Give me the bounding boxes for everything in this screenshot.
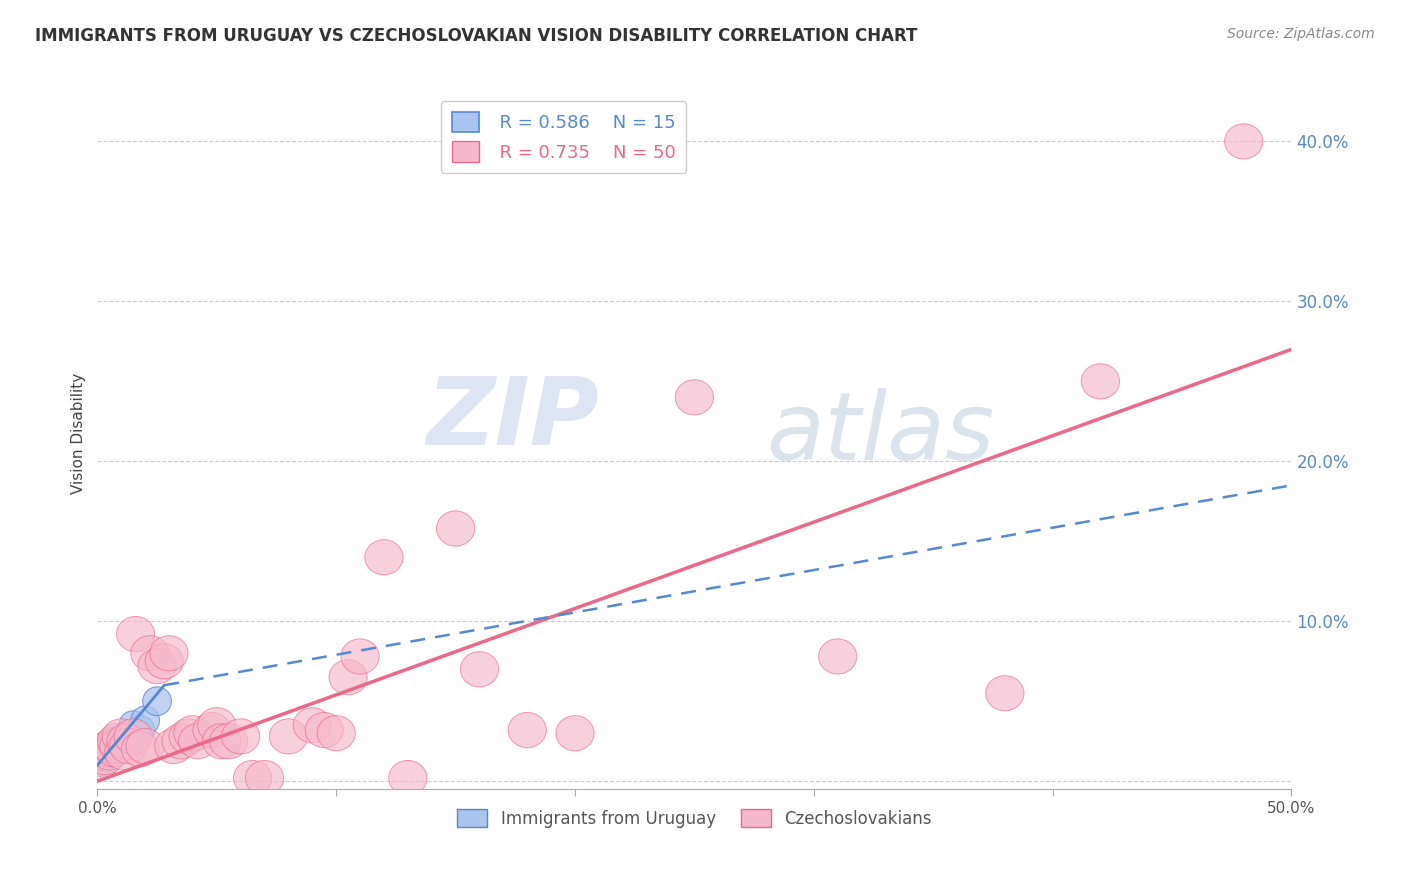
Ellipse shape (179, 723, 217, 759)
Ellipse shape (364, 540, 404, 574)
Ellipse shape (305, 713, 343, 747)
Ellipse shape (222, 719, 260, 754)
Ellipse shape (555, 715, 595, 751)
Ellipse shape (508, 713, 547, 747)
Ellipse shape (96, 731, 124, 760)
Ellipse shape (93, 729, 131, 764)
Ellipse shape (155, 729, 193, 764)
Ellipse shape (131, 706, 159, 735)
Text: atlas: atlas (766, 388, 994, 479)
Ellipse shape (460, 652, 499, 687)
Text: ZIP: ZIP (426, 373, 599, 465)
Ellipse shape (198, 707, 236, 743)
Ellipse shape (90, 743, 120, 772)
Y-axis label: Vision Disability: Vision Disability (72, 373, 86, 494)
Ellipse shape (86, 739, 124, 775)
Ellipse shape (388, 760, 427, 796)
Ellipse shape (114, 719, 152, 754)
Ellipse shape (150, 636, 188, 671)
Ellipse shape (675, 380, 713, 415)
Ellipse shape (104, 731, 134, 760)
Ellipse shape (86, 747, 114, 776)
Ellipse shape (121, 731, 159, 767)
Ellipse shape (80, 745, 120, 780)
Ellipse shape (1225, 124, 1263, 159)
Ellipse shape (436, 511, 475, 546)
Ellipse shape (103, 719, 141, 754)
Ellipse shape (318, 715, 356, 751)
Ellipse shape (107, 723, 145, 759)
Ellipse shape (209, 723, 247, 759)
Ellipse shape (193, 713, 231, 747)
Ellipse shape (202, 723, 240, 759)
Ellipse shape (87, 731, 127, 767)
Ellipse shape (145, 644, 183, 679)
Text: Source: ZipAtlas.com: Source: ZipAtlas.com (1227, 27, 1375, 41)
Ellipse shape (174, 715, 212, 751)
Ellipse shape (270, 719, 308, 754)
Ellipse shape (169, 719, 207, 754)
Ellipse shape (1081, 364, 1119, 399)
Text: IMMIGRANTS FROM URUGUAY VS CZECHOSLOVAKIAN VISION DISABILITY CORRELATION CHART: IMMIGRANTS FROM URUGUAY VS CZECHOSLOVAKI… (35, 27, 918, 45)
Ellipse shape (97, 738, 127, 767)
Ellipse shape (246, 760, 284, 796)
Ellipse shape (110, 729, 148, 764)
Ellipse shape (138, 648, 176, 683)
Ellipse shape (87, 738, 117, 767)
Ellipse shape (120, 711, 148, 739)
Ellipse shape (93, 735, 121, 764)
Ellipse shape (83, 735, 121, 770)
Ellipse shape (97, 723, 135, 759)
Ellipse shape (294, 707, 332, 743)
Ellipse shape (233, 760, 271, 796)
Ellipse shape (340, 639, 380, 674)
Ellipse shape (103, 735, 131, 764)
Ellipse shape (107, 727, 135, 756)
Ellipse shape (143, 687, 172, 715)
Ellipse shape (90, 735, 128, 770)
Ellipse shape (96, 731, 134, 767)
Ellipse shape (818, 639, 856, 674)
Ellipse shape (117, 616, 155, 652)
Ellipse shape (127, 715, 155, 745)
Ellipse shape (162, 723, 200, 759)
Ellipse shape (111, 722, 141, 751)
Ellipse shape (104, 735, 143, 770)
Ellipse shape (100, 729, 138, 764)
Ellipse shape (131, 636, 169, 671)
Ellipse shape (986, 675, 1024, 711)
Legend: Immigrants from Uruguay, Czechoslovakians: Immigrants from Uruguay, Czechoslovakian… (450, 803, 938, 834)
Ellipse shape (100, 727, 128, 756)
Ellipse shape (329, 660, 367, 695)
Ellipse shape (127, 729, 165, 764)
